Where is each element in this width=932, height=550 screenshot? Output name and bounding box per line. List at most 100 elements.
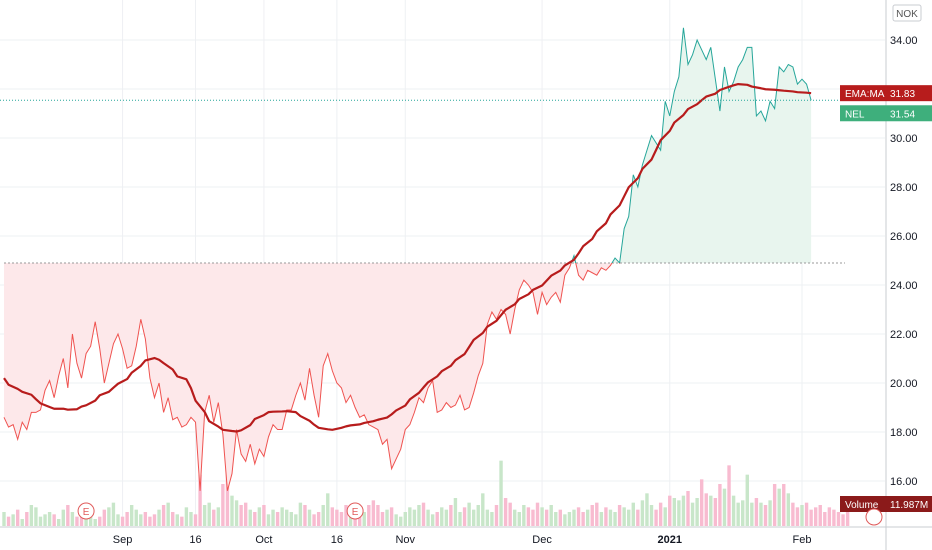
volume-bar <box>180 516 184 526</box>
volume-bar <box>809 509 813 526</box>
volume-bar <box>444 509 449 526</box>
volume-bar <box>786 493 791 526</box>
volume-bar <box>768 500 772 526</box>
volume-bar <box>129 505 134 526</box>
earnings-label: E <box>352 507 359 518</box>
y-tick-label: 16.00 <box>890 476 918 488</box>
volume-bar <box>102 509 107 526</box>
volume-bar <box>120 516 125 526</box>
volume-bar <box>823 512 827 526</box>
volume-bar <box>157 509 161 526</box>
x-tick-label: Nov <box>395 534 415 546</box>
volume-bar <box>704 493 708 526</box>
volume-bar <box>622 507 626 526</box>
volume-bar <box>125 512 129 526</box>
volume-bar <box>294 514 298 526</box>
earnings-marker[interactable]: E <box>77 502 95 520</box>
volume-bar <box>6 516 11 526</box>
volume-bar <box>403 512 407 526</box>
volume-bar <box>257 507 262 526</box>
ema-name: EMA:MA <box>845 89 885 100</box>
volume-bar <box>508 502 512 526</box>
volume-bar <box>832 509 836 526</box>
volume-bar <box>298 502 303 526</box>
volume-bar <box>339 512 344 526</box>
volume-bar <box>271 509 275 526</box>
volume-bar <box>718 484 722 526</box>
volume-bar <box>312 514 316 526</box>
volume-bar <box>225 465 230 526</box>
price-tag[interactable]: NEL 31.54 <box>840 105 932 122</box>
volume-bar <box>663 507 667 526</box>
price-line-below <box>3 262 621 491</box>
volume-bar <box>139 514 143 526</box>
volume-bar <box>481 493 485 526</box>
volume-bar <box>171 512 175 526</box>
volume-bar <box>736 502 740 526</box>
volume-bar <box>234 500 239 526</box>
volume-bar <box>221 484 225 526</box>
volume-bar <box>25 512 29 526</box>
volume-bar <box>371 500 376 526</box>
volume-bar <box>399 516 403 526</box>
volume-bar <box>376 505 380 526</box>
earnings-circle <box>346 502 364 520</box>
volume-bar <box>116 514 120 526</box>
volume-value: 11.987M <box>890 500 928 511</box>
volume-bar <box>813 507 818 526</box>
earnings-marker[interactable]: E <box>346 502 364 520</box>
x-tick-label: Oct <box>255 534 272 546</box>
volume-bar <box>417 505 421 526</box>
volume-bar <box>453 498 458 526</box>
volume-bar <box>426 509 430 526</box>
currency-tag[interactable]: NOK <box>892 4 922 22</box>
volume-bar <box>107 507 111 526</box>
volume-bar <box>563 514 567 526</box>
volume-bar <box>686 491 690 526</box>
volume-bar <box>435 512 439 526</box>
volume-bar <box>754 498 759 526</box>
volume-bar <box>61 509 65 526</box>
volume-bar <box>52 514 56 526</box>
volume-bar <box>111 502 116 526</box>
x-tick-label: Sep <box>113 534 133 546</box>
volume-bar <box>212 509 216 526</box>
volume-bar <box>316 512 321 526</box>
volume-bar <box>380 512 385 526</box>
volume-bar <box>253 512 257 526</box>
volume-bar <box>362 512 366 526</box>
volume-bar <box>772 484 777 526</box>
y-tick-label: 28.00 <box>890 182 918 194</box>
volume-bar <box>727 465 731 526</box>
volume-bar <box>631 502 635 526</box>
settings-corner[interactable] <box>865 508 883 526</box>
volume-bar <box>681 495 686 526</box>
volume-bar <box>193 514 198 526</box>
ema-tag[interactable]: EMA:MA 31.83 <box>840 85 932 102</box>
volume-bar <box>266 514 271 526</box>
volume-bar <box>709 495 713 526</box>
volume-bar <box>11 514 15 526</box>
series-lines <box>0 27 886 491</box>
volume-bar <box>440 507 444 526</box>
volume-bar <box>335 509 339 526</box>
volume-bar <box>2 512 6 526</box>
volume-bar <box>344 505 348 526</box>
volume-bar <box>750 502 754 526</box>
volume-bar <box>636 509 640 526</box>
volume-bar <box>57 519 61 526</box>
volume-tag[interactable]: Volume 11.987M <box>840 496 932 512</box>
volume-bar <box>640 500 645 526</box>
volume-bar <box>166 502 170 526</box>
volume-bar <box>148 516 152 526</box>
volume-bar <box>394 514 398 526</box>
volume-bar <box>239 505 243 526</box>
volume-bar <box>535 502 540 526</box>
volume-bar <box>275 512 280 526</box>
volume-bar <box>285 509 289 526</box>
volume-bar <box>134 509 138 526</box>
volume-bar <box>389 507 394 526</box>
volume-bar <box>143 512 148 526</box>
